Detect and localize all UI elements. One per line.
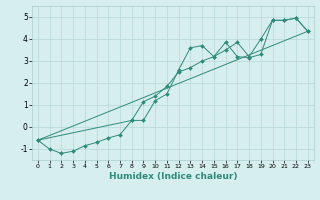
X-axis label: Humidex (Indice chaleur): Humidex (Indice chaleur) <box>108 172 237 181</box>
